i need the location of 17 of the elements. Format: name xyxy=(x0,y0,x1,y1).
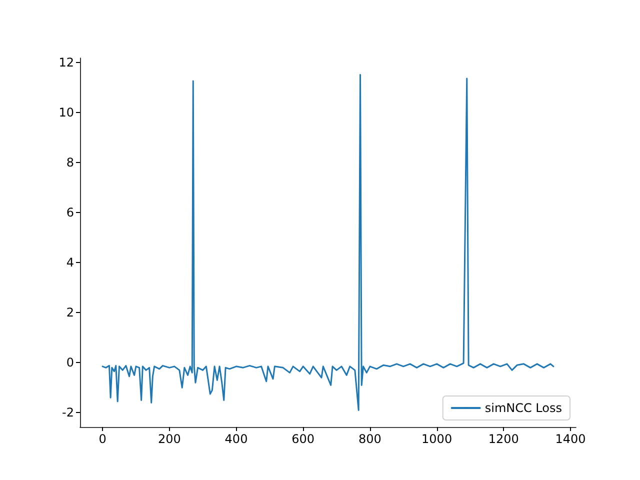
y-tick-label: 12 xyxy=(58,55,74,70)
legend-label: simNCC Loss xyxy=(484,401,562,415)
x-tick-label: 1400 xyxy=(555,432,586,446)
x-tick-label: 800 xyxy=(358,432,382,446)
y-tick-label: -2 xyxy=(62,406,74,420)
x-tick-label: 600 xyxy=(292,432,315,446)
y-tick-label: 0 xyxy=(66,356,74,370)
x-tick-label: 1200 xyxy=(488,432,519,446)
y-tick-label: 8 xyxy=(66,155,74,170)
x-tick-label: 0 xyxy=(98,432,106,446)
x-tick-label: 1000 xyxy=(422,432,452,446)
x-tick-label: 400 xyxy=(224,432,248,446)
x-tick-label: 200 xyxy=(158,432,181,446)
y-tick-label: 4 xyxy=(66,256,74,270)
y-tick-label: 2 xyxy=(66,306,74,320)
y-tick-label: 10 xyxy=(58,105,74,120)
y-tick-label: 6 xyxy=(66,205,74,220)
